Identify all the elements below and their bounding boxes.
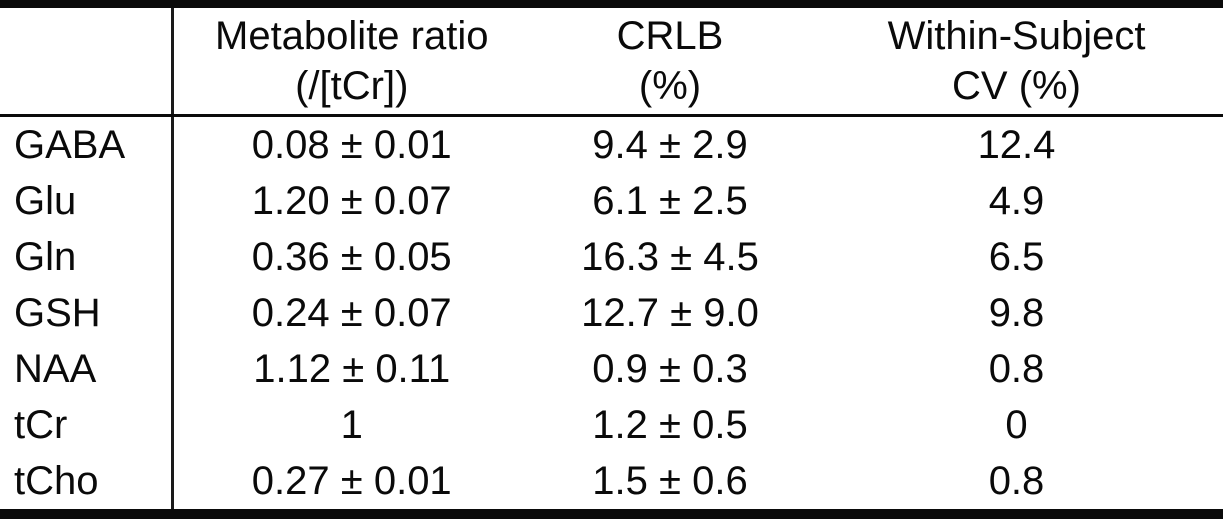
header-cv-line1: Within-Subject (887, 14, 1146, 58)
header-ratio-line2: (/[tCr]) (295, 64, 409, 108)
row-label: tCr (14, 403, 68, 447)
row-label: Glu (14, 179, 77, 223)
cv-cell: 0.8 (988, 347, 1045, 391)
ratio-cell: 0.08 ± 0.01 (170, 115, 530, 173)
table-row-tcr: tCr 1 1.2 ± 0.5 0 (0, 397, 1223, 453)
table-header: Metabolite ratio (/[tCr]) CRLB (%) Withi… (0, 4, 1223, 117)
header-ratio-line1: Metabolite ratio (215, 14, 489, 58)
ratio-cell: 1.12 ± 0.11 (170, 341, 530, 397)
header-cell-metabolite (0, 4, 172, 117)
row-label: Gln (14, 235, 77, 279)
cv-cell: 0 (1005, 403, 1028, 447)
cv-cell: 6.5 (988, 235, 1045, 279)
ratio-cell: 1.20 ± 0.07 (170, 173, 530, 229)
header-crlb-line2: (%) (638, 64, 702, 108)
row-label: GABA (14, 123, 126, 167)
ratio-cell: 0.27 ± 0.01 (170, 453, 530, 514)
crlb-cell: 12.7 ± 9.0 (581, 291, 759, 335)
cv-cell: 9.8 (988, 291, 1045, 335)
table-row-gsh: GSH 0.24 ± 0.07 12.7 ± 9.0 9.8 (0, 285, 1223, 341)
row-label: tCho (14, 459, 99, 503)
table-row-gaba: GABA 0.08 ± 0.01 9.4 ± 2.9 12.4 (0, 115, 1223, 173)
header-cv-line2: CV (%) (952, 64, 1081, 108)
ratio-cell: 0.24 ± 0.07 (170, 285, 530, 341)
crlb-cell: 1.2 ± 0.5 (592, 403, 748, 447)
cv-cell: 4.9 (988, 179, 1045, 223)
cv-cell: 0.8 (988, 459, 1045, 503)
table-row-naa: NAA 1.12 ± 0.11 0.9 ± 0.3 0.8 (0, 341, 1223, 397)
crlb-cell: 6.1 ± 2.5 (592, 179, 748, 223)
table-row-gln: Gln 0.36 ± 0.05 16.3 ± 4.5 6.5 (0, 229, 1223, 285)
ratio-cell: 1 (170, 397, 530, 453)
crlb-cell: 1.5 ± 0.6 (592, 459, 748, 503)
header-cell-ratio: Metabolite ratio (/[tCr]) (170, 4, 530, 117)
header-cell-crlb: CRLB (%) (530, 4, 810, 117)
table-body: GABA 0.08 ± 0.01 9.4 ± 2.9 12.4 Glu 1.20… (0, 115, 1223, 514)
header-row: Metabolite ratio (/[tCr]) CRLB (%) Withi… (0, 4, 1223, 117)
table-row-tcho: tCho 0.27 ± 0.01 1.5 ± 0.6 0.8 (0, 453, 1223, 514)
header-crlb-line1: CRLB (616, 14, 724, 58)
row-label: GSH (14, 291, 101, 335)
ratio-cell: 0.36 ± 0.05 (170, 229, 530, 285)
crlb-cell: 0.9 ± 0.3 (592, 347, 748, 391)
table-row-glu: Glu 1.20 ± 0.07 6.1 ± 2.5 4.9 (0, 173, 1223, 229)
row-label: NAA (14, 347, 97, 391)
crlb-cell: 16.3 ± 4.5 (581, 235, 759, 279)
cv-cell: 12.4 (977, 123, 1056, 167)
header-cell-cv: Within-Subject CV (%) (810, 4, 1223, 117)
crlb-cell: 9.4 ± 2.9 (592, 123, 748, 167)
